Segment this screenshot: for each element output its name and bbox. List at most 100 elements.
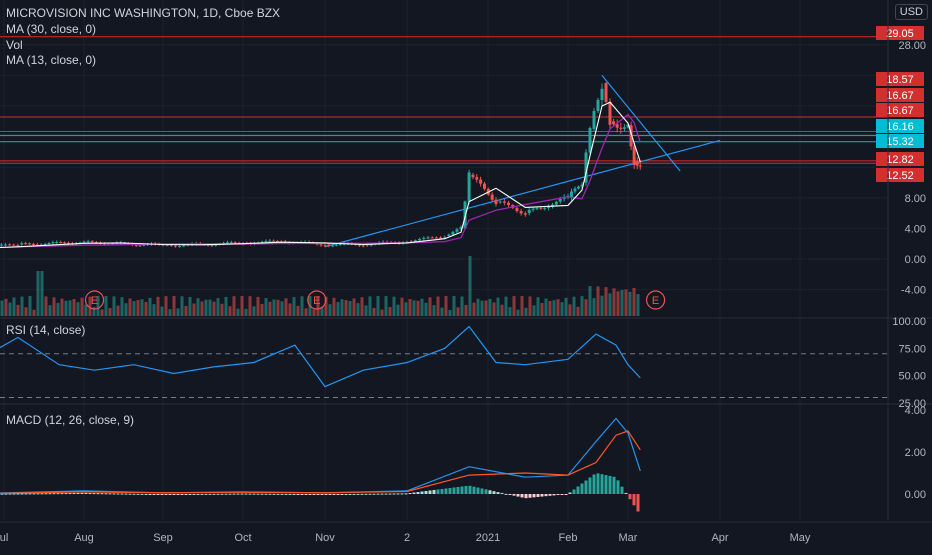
legend-rsi[interactable]: RSI (14, close): [6, 323, 86, 337]
candle-body: [385, 241, 389, 243]
candle-body: [365, 244, 369, 246]
macd-histogram-bar: [348, 493, 352, 495]
volume-bar: [52, 297, 56, 316]
macd-histogram-bar: [616, 480, 620, 494]
macd-histogram-bar: [448, 487, 452, 494]
volume-bar: [136, 300, 140, 316]
candle-body: [558, 198, 562, 202]
macd-histogram-bar: [208, 493, 212, 495]
candle-body: [430, 237, 434, 239]
signal-line: [0, 430, 641, 494]
volume-bar: [520, 296, 524, 316]
volume-bar: [92, 306, 96, 316]
ma13-line: [0, 101, 641, 249]
volume-bar: [240, 296, 244, 316]
candle-body: [543, 208, 547, 210]
macd-histogram-bar: [584, 480, 588, 494]
level-label: 16.67: [886, 105, 914, 117]
time-tick-label: ul: [0, 532, 8, 544]
macd-histogram-bar: [160, 494, 164, 495]
volume-bar: [552, 300, 556, 316]
macd-histogram-bar: [232, 493, 236, 495]
legend-ma30[interactable]: MA (30, close, 0): [6, 22, 97, 36]
candle-body: [459, 227, 463, 230]
candle-body: [178, 245, 182, 247]
candle-body: [334, 244, 338, 246]
volume-bar: [224, 296, 228, 316]
legend-ma13[interactable]: MA (13, close, 0): [6, 53, 97, 67]
candle-body: [600, 88, 604, 100]
macd-histogram-bar: [260, 493, 264, 495]
macd-histogram-bar: [620, 486, 624, 494]
macd-histogram-bar: [304, 494, 308, 495]
volume-bar: [464, 304, 468, 316]
volume-bar: [568, 304, 572, 316]
macd-histogram-bar: [144, 493, 148, 495]
macd-histogram-bar: [568, 492, 572, 494]
macd-histogram-bar: [156, 494, 160, 495]
volume-bar: [344, 300, 348, 316]
macd-histogram-bar: [632, 494, 636, 506]
candle-body: [515, 208, 519, 212]
volume-bar: [244, 308, 248, 316]
time-tick-label: Nov: [315, 532, 335, 544]
macd-histogram-bar: [264, 493, 268, 495]
rsi-tick-label: 100.00: [892, 316, 926, 328]
resistance-trendline: [601, 75, 681, 172]
volume-bar: [268, 301, 272, 316]
macd-histogram-bar: [564, 494, 568, 495]
macd-histogram-bar: [344, 493, 348, 495]
chart-title: MICROVISION INC WASHINGTON, 1D, Cboe BZX: [6, 6, 281, 20]
macd-histogram-bar: [48, 493, 52, 495]
volume-bar: [128, 298, 132, 316]
macd-histogram-bar: [404, 493, 408, 495]
macd-histogram-bar: [56, 493, 60, 495]
volume-bar: [356, 303, 360, 316]
volume-bar: [360, 297, 364, 316]
macd-histogram-bar: [100, 493, 104, 495]
candle-body: [638, 165, 642, 167]
volume-bar: [604, 287, 608, 316]
volume-bar: [584, 299, 588, 316]
volume-bar: [212, 301, 216, 316]
volume-bar: [576, 306, 580, 316]
currency-button[interactable]: USD: [894, 4, 928, 20]
level-label: 12.52: [886, 170, 914, 182]
macd-histogram-bar: [24, 493, 28, 495]
macd-histogram-bar: [152, 494, 156, 495]
legend-volume[interactable]: Vol: [6, 38, 23, 52]
volume-bar: [196, 298, 200, 316]
macd-histogram-bar: [540, 494, 544, 497]
volume-bar: [368, 296, 372, 316]
volume-bar: [428, 297, 432, 316]
volume-bar: [620, 289, 624, 316]
macd-histogram-bar: [488, 490, 492, 494]
time-tick-label: 2: [404, 532, 410, 544]
legend-macd[interactable]: MACD (12, 26, close, 9): [6, 413, 135, 427]
volume-bar: [456, 307, 460, 316]
macd-histogram-bar: [184, 494, 188, 495]
volume-bar: [432, 305, 436, 316]
price-tick-label: -4.00: [901, 285, 926, 297]
volume-bar: [492, 302, 496, 316]
macd-histogram-bar: [108, 493, 112, 495]
macd-histogram-bar: [368, 493, 372, 495]
volume-bar: [108, 308, 112, 316]
volume-bar: [264, 297, 268, 316]
volume-bar: [192, 303, 196, 316]
macd-histogram-bar: [172, 494, 176, 495]
macd-histogram-bar: [332, 494, 336, 495]
volume-bar: [176, 308, 180, 316]
volume-bar: [524, 307, 528, 316]
time-tick-label: Apr: [711, 532, 728, 544]
volume-bar: [60, 298, 64, 316]
time-tick-label: Mar: [619, 532, 638, 544]
rsi-tick-label: 25.00: [898, 398, 926, 410]
macd-histogram-bar: [396, 493, 400, 495]
macd-histogram-bar: [112, 493, 116, 495]
candle-body: [275, 241, 279, 243]
volume-bar: [156, 296, 160, 316]
macd-histogram-bar: [40, 493, 44, 495]
